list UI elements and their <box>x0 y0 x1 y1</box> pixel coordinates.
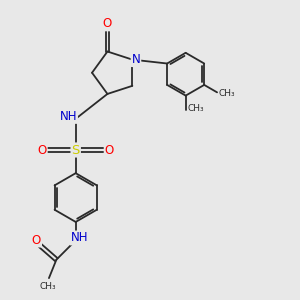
Text: NH: NH <box>59 110 77 123</box>
Text: CH₃: CH₃ <box>39 282 56 291</box>
Text: O: O <box>105 143 114 157</box>
Text: O: O <box>32 234 41 247</box>
Text: O: O <box>103 17 112 30</box>
Text: CH₃: CH₃ <box>219 89 235 98</box>
Text: NH: NH <box>70 232 88 244</box>
Text: S: S <box>71 143 80 157</box>
Text: CH₃: CH₃ <box>187 104 204 113</box>
Text: N: N <box>132 53 140 66</box>
Text: O: O <box>38 143 47 157</box>
